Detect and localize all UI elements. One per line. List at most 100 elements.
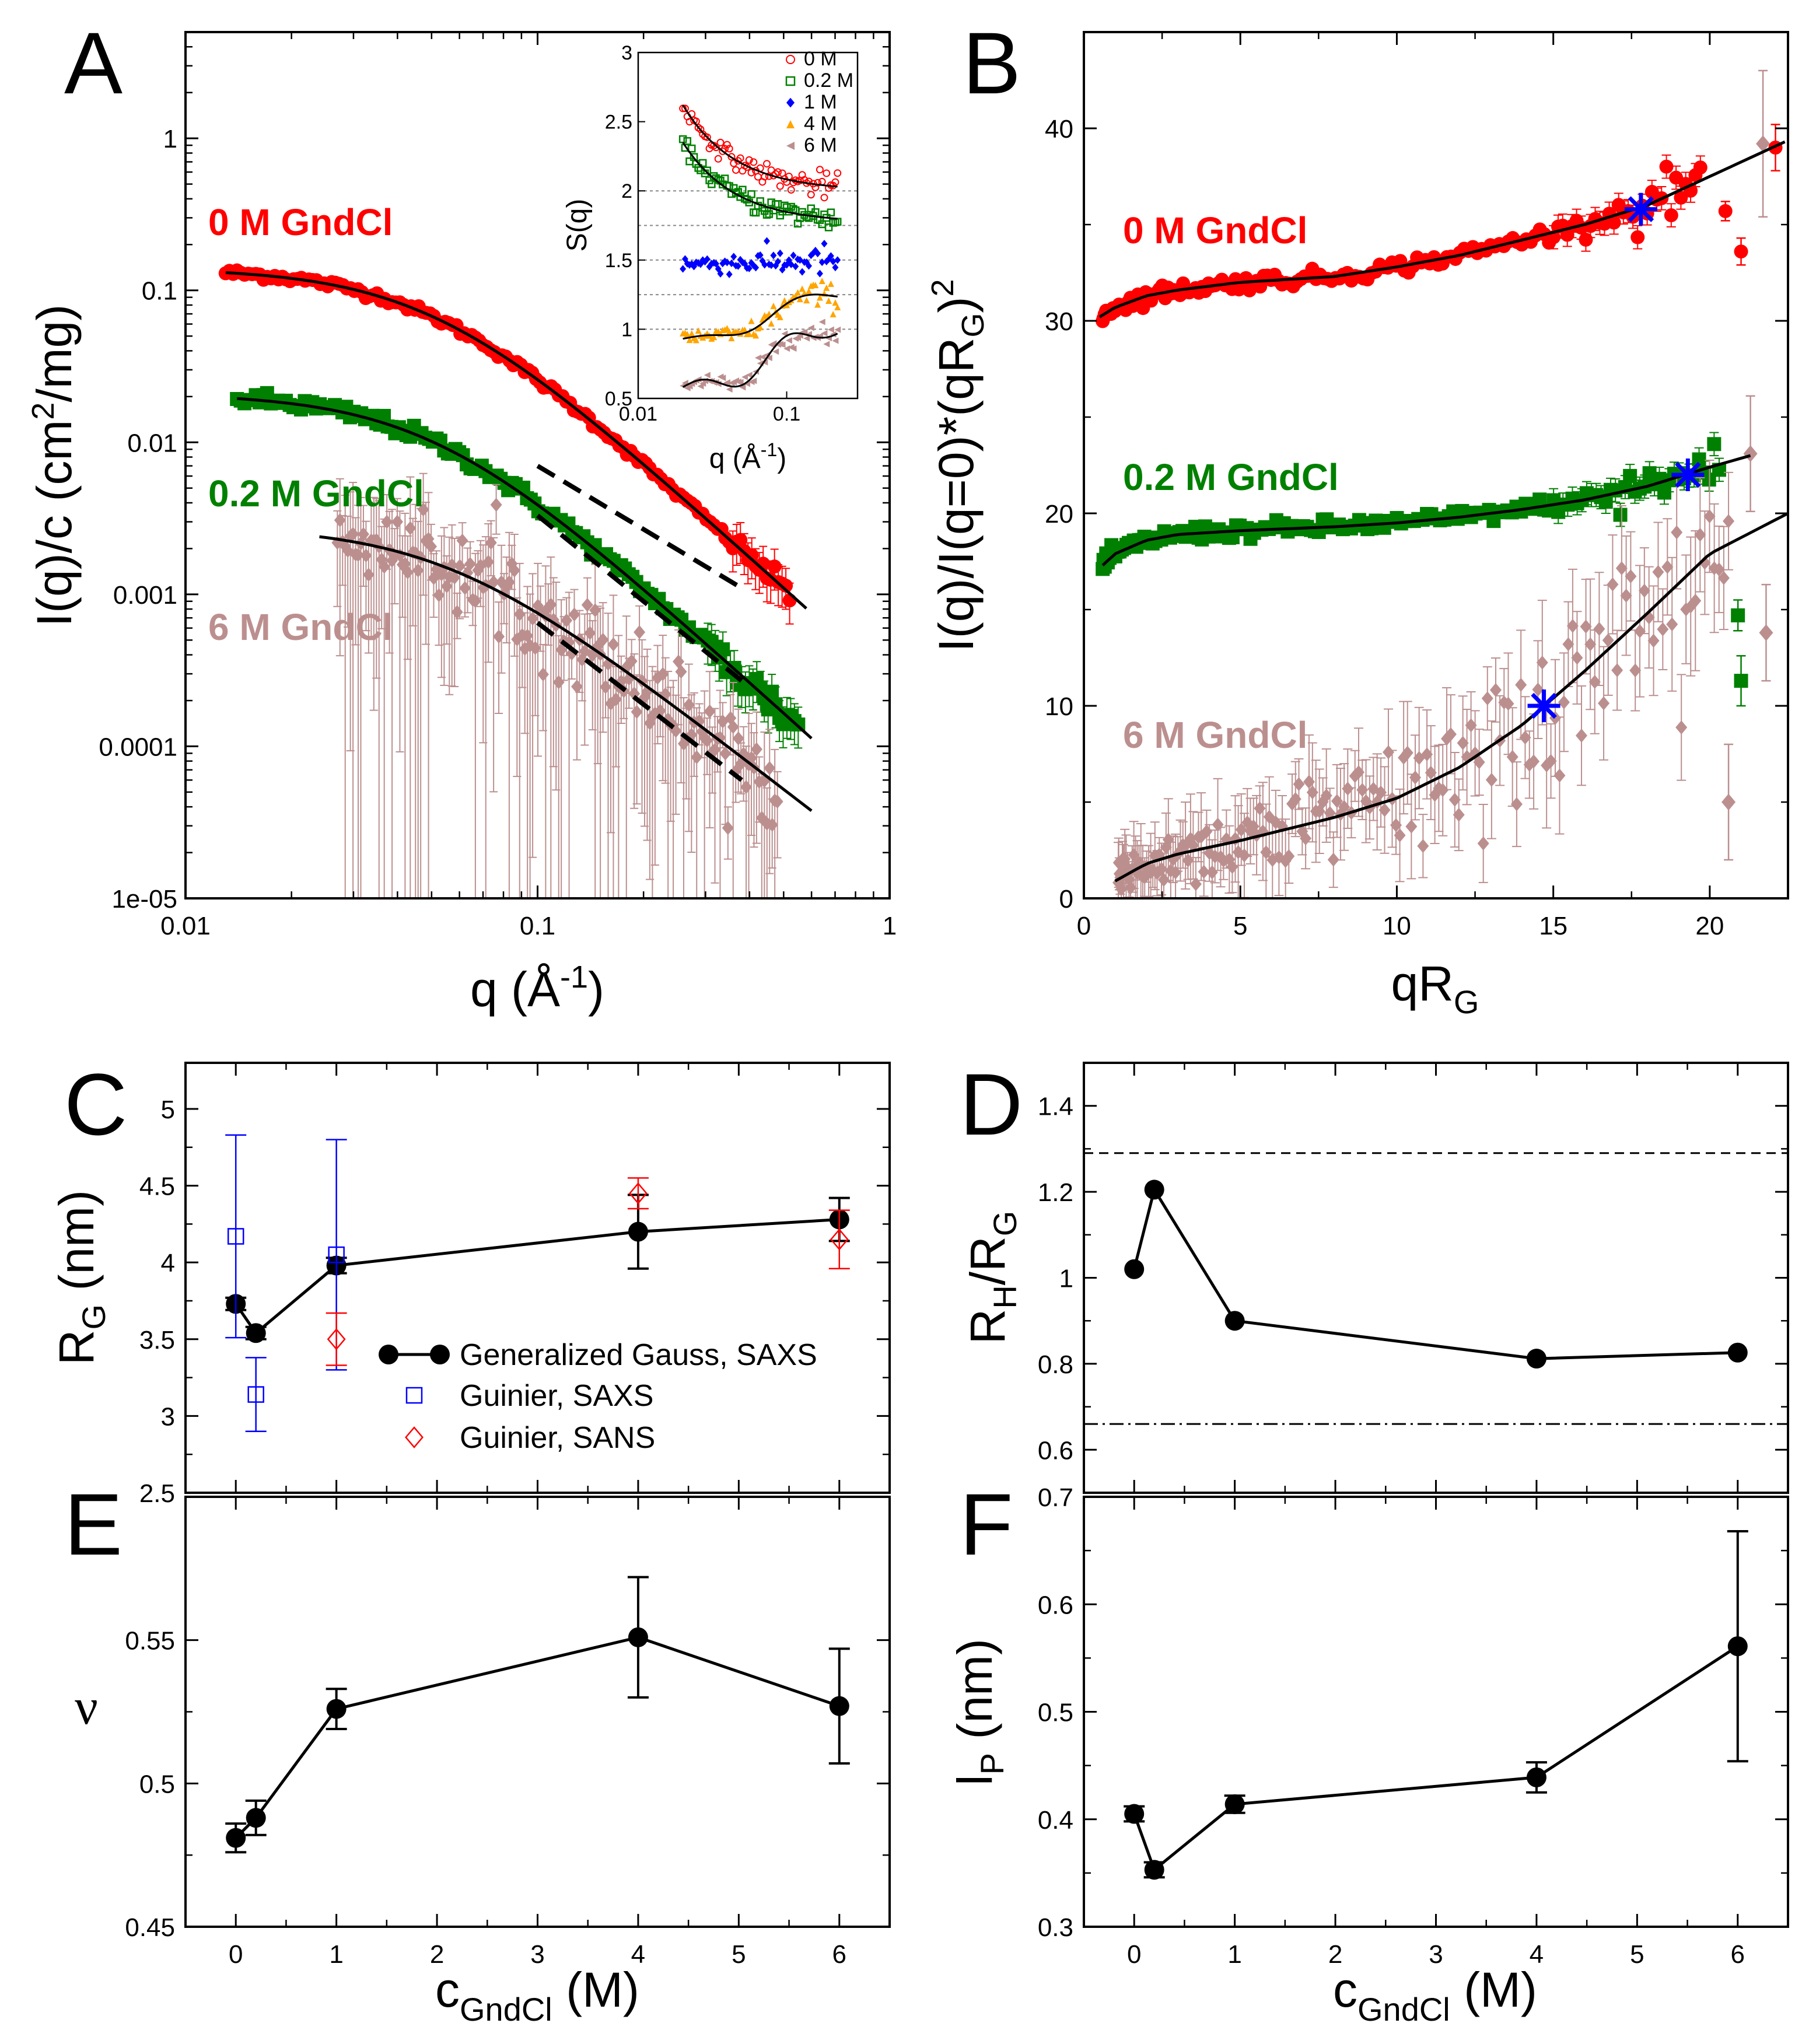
inset-point <box>810 249 817 257</box>
panel-c-point <box>227 1228 244 1245</box>
inset-point <box>716 138 725 146</box>
inset-point <box>772 348 779 355</box>
inset-point <box>711 334 718 341</box>
panel-d-point <box>1526 1349 1546 1369</box>
panel-b-point <box>1448 793 1461 807</box>
panel-a-point <box>449 570 461 585</box>
panel-label-e: E <box>64 1475 123 1573</box>
inset-point <box>768 320 775 327</box>
inset-point <box>774 168 782 176</box>
y-tick-label: 3.5 <box>139 1326 175 1354</box>
inset-point <box>834 256 841 264</box>
panel-b-point <box>1198 864 1210 879</box>
panel-b-point <box>1327 852 1339 867</box>
inset-point <box>750 377 757 384</box>
panel-a-point <box>456 533 468 548</box>
inset-point <box>726 270 733 278</box>
inset-point <box>770 302 777 309</box>
x-tick-label: 0.1 <box>520 912 555 940</box>
inset-y-tick-label: 1 <box>621 318 632 341</box>
panel-a-point <box>464 556 476 571</box>
x-tick-label: 5 <box>1233 912 1247 940</box>
y-tick-label: 0.01 <box>127 429 177 457</box>
legend-marker <box>405 1387 423 1404</box>
panel-b-point <box>1694 527 1706 542</box>
x-tick-label: 6 <box>1731 1940 1745 1969</box>
inset-point <box>816 166 824 174</box>
panel-e-ticks: 0 1 2 3 4 5 6 0.45 0.5 0.55 <box>125 1497 890 1969</box>
panel-b-point <box>1611 663 1623 678</box>
panel-b-point <box>1401 746 1413 760</box>
inset-point <box>686 337 693 344</box>
panel-a-fit-curve <box>237 397 813 740</box>
panel-b-point <box>1489 682 1502 697</box>
panel-b-point <box>1506 750 1518 764</box>
panel-b-outlier-point <box>1721 793 1736 811</box>
inset-legend-marker <box>786 120 795 128</box>
panel-c-point <box>247 1386 264 1403</box>
inset-point <box>680 265 687 273</box>
inset-point <box>814 178 822 187</box>
inset-point <box>776 182 784 190</box>
x-tick-label: 1 <box>883 912 897 940</box>
inset-point <box>759 354 766 360</box>
inset-point <box>741 326 748 333</box>
inset-point <box>830 311 837 318</box>
panel-a-fit-curve <box>319 535 813 812</box>
panel-b-point <box>1444 727 1457 741</box>
inset-legend-label: 4 M <box>804 113 837 135</box>
inset-point <box>823 169 831 177</box>
panel-b-point <box>1661 559 1674 574</box>
y-tick-label: 0.8 <box>1038 1350 1073 1379</box>
panel-b-point <box>1382 745 1394 760</box>
inset-point <box>801 328 808 335</box>
inset-point <box>770 340 777 347</box>
inset-point <box>823 284 830 291</box>
panel-a-ticks: 0.01 0.1 1 1e-05 0.0001 0.001 0.01 0.1 1 <box>99 31 897 940</box>
panel-a-point <box>490 498 502 512</box>
panel-b-point <box>1717 570 1730 585</box>
panel-b-point <box>1723 514 1735 528</box>
inset-x-tick-label: 0.01 <box>619 403 657 425</box>
inset-data <box>638 104 858 393</box>
y-tick-label: 1.4 <box>1038 1093 1073 1121</box>
y-tick-label: 0.45 <box>125 1913 175 1942</box>
panel-b-point <box>1394 828 1406 843</box>
x-tick-label: 5 <box>1630 1940 1644 1969</box>
panel-b-point <box>1378 803 1391 817</box>
panel-a-ylabel: I(q)/c (cm2/mg) <box>26 304 82 627</box>
inset-point <box>834 169 842 177</box>
panel-b-point <box>1703 509 1716 524</box>
panel-b-point <box>1571 650 1583 665</box>
inset-point <box>795 289 802 296</box>
panel-b-point <box>1666 617 1678 632</box>
panel-b-point <box>1630 230 1645 244</box>
y-tick-label: 0.001 <box>113 581 177 610</box>
panel-b-point <box>1602 633 1614 648</box>
x-tick-label: 0.01 <box>160 912 211 940</box>
panel-d-point <box>1224 1311 1245 1331</box>
inset-point <box>695 327 702 334</box>
panel-a-point <box>508 563 520 578</box>
x-tick-label: 15 <box>1539 912 1567 940</box>
y-tick-label: 0.5 <box>139 1770 175 1798</box>
panel-a-point <box>719 746 732 761</box>
inset-point <box>789 178 797 187</box>
inset-point <box>785 337 792 344</box>
panel-c-ticks: 2.5 3 3.5 4 4.5 5 <box>139 1063 890 1508</box>
panel-f-point <box>1727 1636 1748 1657</box>
panel-c-point <box>830 1228 849 1251</box>
inset-point <box>834 326 841 333</box>
inset-point <box>681 104 689 113</box>
inset-point <box>816 294 823 301</box>
panel-b-point <box>1580 620 1592 634</box>
panel-label-f: F <box>960 1475 1013 1573</box>
y-tick-label: 2.5 <box>139 1479 175 1508</box>
legend-marker <box>405 1426 424 1448</box>
panel-b-outlier-point <box>1731 608 1745 622</box>
inset-point <box>812 282 819 289</box>
panel-a-point <box>634 625 646 639</box>
inset-fit-curve <box>683 293 838 340</box>
inset-legend: 0 M0.2 M1 M4 M6 M <box>785 48 853 156</box>
panel-b-point <box>1375 785 1387 800</box>
